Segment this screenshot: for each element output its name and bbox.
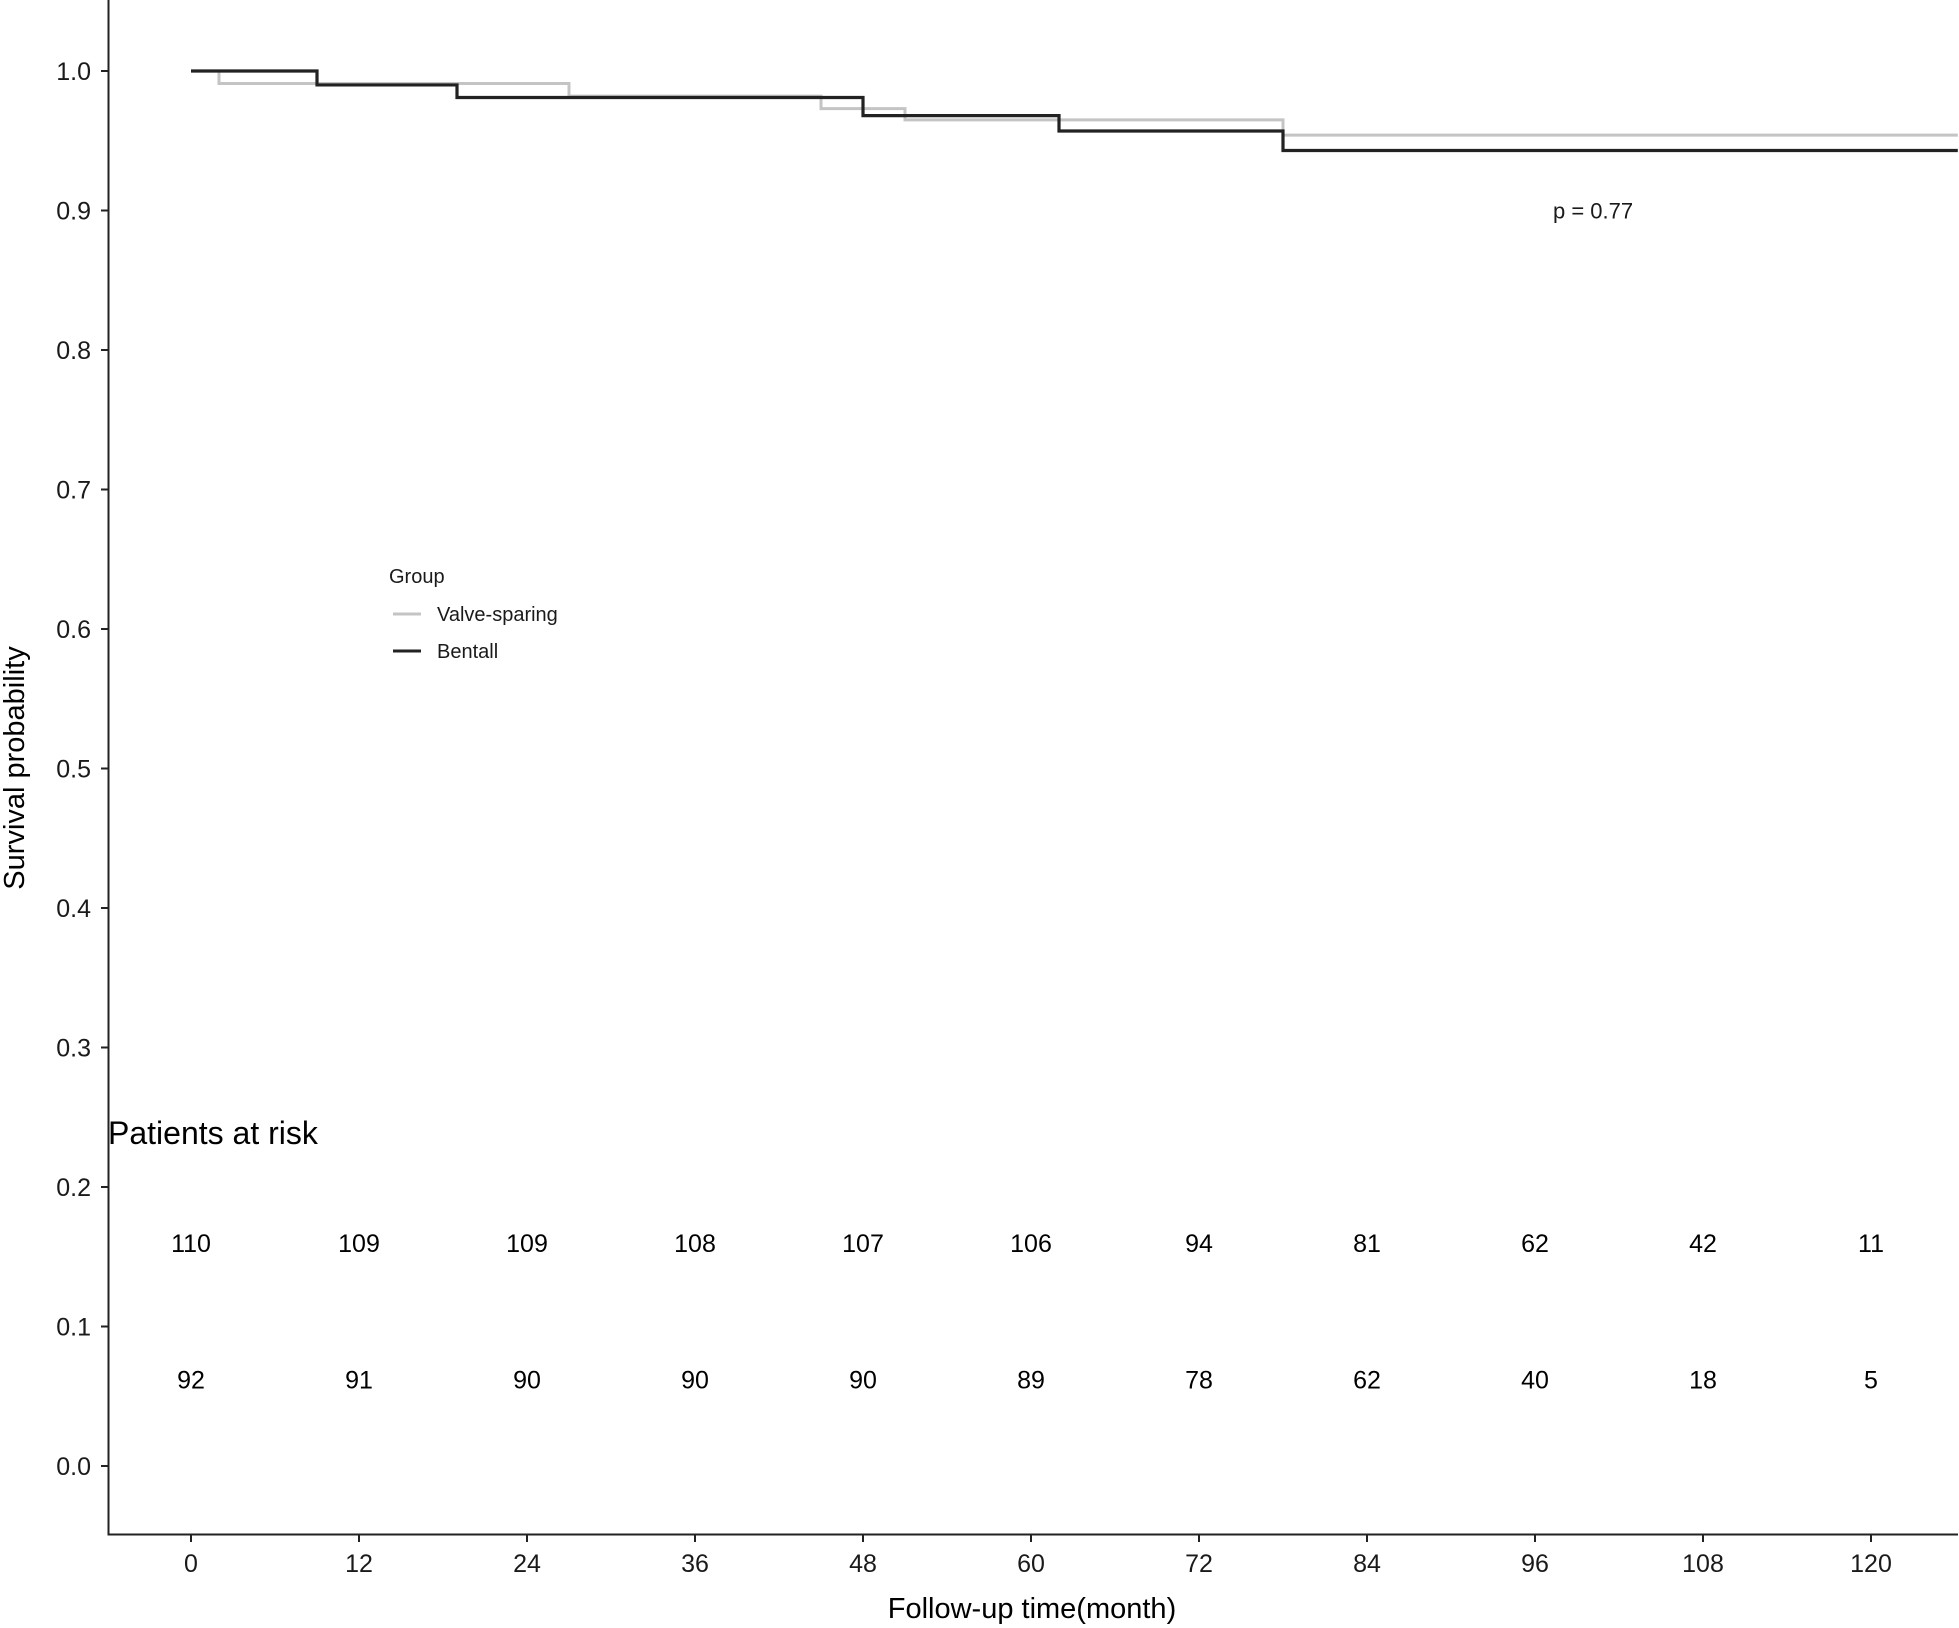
risk-value: 107 [842,1230,884,1258]
x-tick-label: 0 [184,1550,198,1578]
x-tick-label: 108 [1682,1550,1724,1578]
y-tick-label: 0.9 [56,198,91,226]
risk-value: 89 [1017,1367,1045,1395]
risk-value: 62 [1353,1367,1381,1395]
x-tick-label: 36 [681,1550,709,1578]
risk-value: 110 [171,1230,211,1258]
risk-value: 42 [1689,1230,1717,1258]
x-tick-label: 84 [1353,1550,1381,1578]
y-tick-label: 0.8 [56,337,91,365]
risk-table: Patients at risk 110 109 109 108 107 106 94 81 6… [108,1115,1884,1395]
risk-value: 90 [513,1367,541,1395]
risk-table-title: Patients at risk [108,1115,319,1151]
risk-value: 94 [1185,1230,1213,1258]
x-tick-label: 60 [1017,1550,1045,1578]
risk-value: 40 [1521,1367,1549,1395]
risk-value: 81 [1353,1230,1381,1258]
legend-label: Valve-sparing [437,604,558,626]
y-axis-ticks: 0.0 0.1 0.2 0.3 0.4 0.5 0.6 0.7 0.8 0.9 1.0 [56,58,108,1481]
x-tick-label: 48 [849,1550,877,1578]
x-axis-ticks: 0 12 24 36 48 60 72 84 96 108 120 [184,1535,1892,1578]
risk-value: 78 [1185,1367,1213,1395]
risk-value: 90 [849,1367,877,1395]
x-axis-title: Follow-up time(month) [888,1593,1176,1625]
risk-value: 18 [1689,1367,1717,1395]
legend-label: Bentall [437,641,498,663]
y-tick-label: 0.2 [56,1174,91,1202]
risk-value: 109 [338,1230,380,1258]
y-tick-label: 0.5 [56,756,91,784]
curve-bentall [191,69,1958,153]
y-tick-label: 0.1 [56,1314,91,1342]
risk-value: 5 [1864,1367,1878,1395]
legend: Group Valve-sparing Bentall [389,566,558,663]
risk-value: 11 [1858,1230,1884,1258]
y-axis-title: Survival probability [0,646,31,890]
risk-value: 106 [1010,1230,1052,1258]
survival-curves [191,69,1958,153]
curve-valve-sparing [191,69,1958,137]
risk-value: 91 [345,1367,373,1395]
y-tick-label: 0.4 [56,895,91,923]
risk-value: 109 [506,1230,548,1258]
risk-value: 92 [177,1367,205,1395]
risk-value: 90 [681,1367,709,1395]
p-value-annotation: p = 0.77 [1553,199,1633,224]
y-tick-label: 1.0 [56,58,91,86]
x-tick-label: 12 [345,1550,373,1578]
x-tick-label: 72 [1185,1550,1213,1578]
risk-value: 108 [674,1230,716,1258]
x-tick-label: 24 [513,1550,541,1578]
x-tick-label: 120 [1850,1550,1892,1578]
risk-value: 62 [1521,1230,1549,1258]
y-tick-label: 0.6 [56,616,91,644]
x-tick-label: 96 [1521,1550,1549,1578]
y-tick-label: 0.3 [56,1035,91,1063]
y-tick-label: 0.0 [56,1453,91,1481]
y-tick-label: 0.7 [56,477,91,505]
legend-title: Group [389,566,445,588]
